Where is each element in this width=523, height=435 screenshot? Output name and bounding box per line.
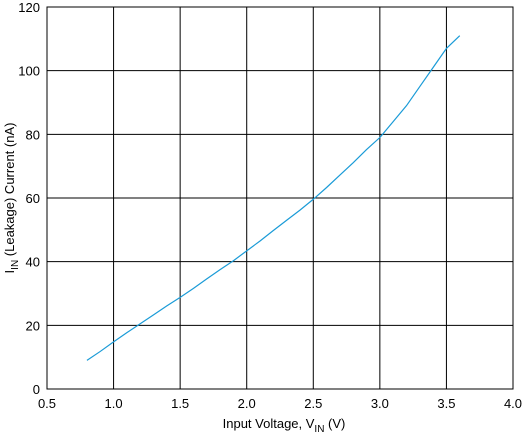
x-tick-label: 4.0 xyxy=(504,396,522,411)
x-axis-title-subscript: IN xyxy=(314,424,324,435)
x-tick-labels: 0.5 1.0 1.5 2.0 2.5 3.0 3.5 4.0 xyxy=(38,396,522,411)
x-axis-title-main: Input Voltage, V xyxy=(223,416,315,431)
series-group xyxy=(86,35,461,361)
x-tick-label: 3.5 xyxy=(437,396,455,411)
y-tick-label: 100 xyxy=(18,64,40,79)
x-tick-label: 2.5 xyxy=(304,396,322,411)
y-axis-title-rest: (Leakage) Current (nA) xyxy=(2,123,17,260)
x-tick-label: 1.5 xyxy=(171,396,189,411)
series-line xyxy=(86,35,461,361)
y-tick-label: 0 xyxy=(33,382,40,397)
y-tick-label: 60 xyxy=(26,191,40,206)
y-tick-label: 120 xyxy=(18,0,40,15)
x-tick-label: 0.5 xyxy=(38,396,56,411)
grid-lines xyxy=(46,6,514,390)
x-axis-title-unit: (V) xyxy=(324,416,345,431)
y-axis-title: IIN (Leakage) Current (nA) xyxy=(2,123,21,274)
plot-frame xyxy=(46,6,514,390)
y-axis-title-subscript: IN xyxy=(10,260,21,270)
x-tick-label: 2.0 xyxy=(238,396,256,411)
x-tick-label: 1.0 xyxy=(105,396,123,411)
y-tick-label: 20 xyxy=(26,318,40,333)
y-tick-labels: 0 20 40 60 80 100 120 xyxy=(18,0,40,397)
y-tick-label: 80 xyxy=(26,127,40,142)
y-axis-title-main: I xyxy=(2,270,17,274)
y-tick-label: 40 xyxy=(26,255,40,270)
x-tick-label: 3.0 xyxy=(371,396,389,411)
x-axis-title: Input Voltage, VIN (V) xyxy=(223,416,346,435)
